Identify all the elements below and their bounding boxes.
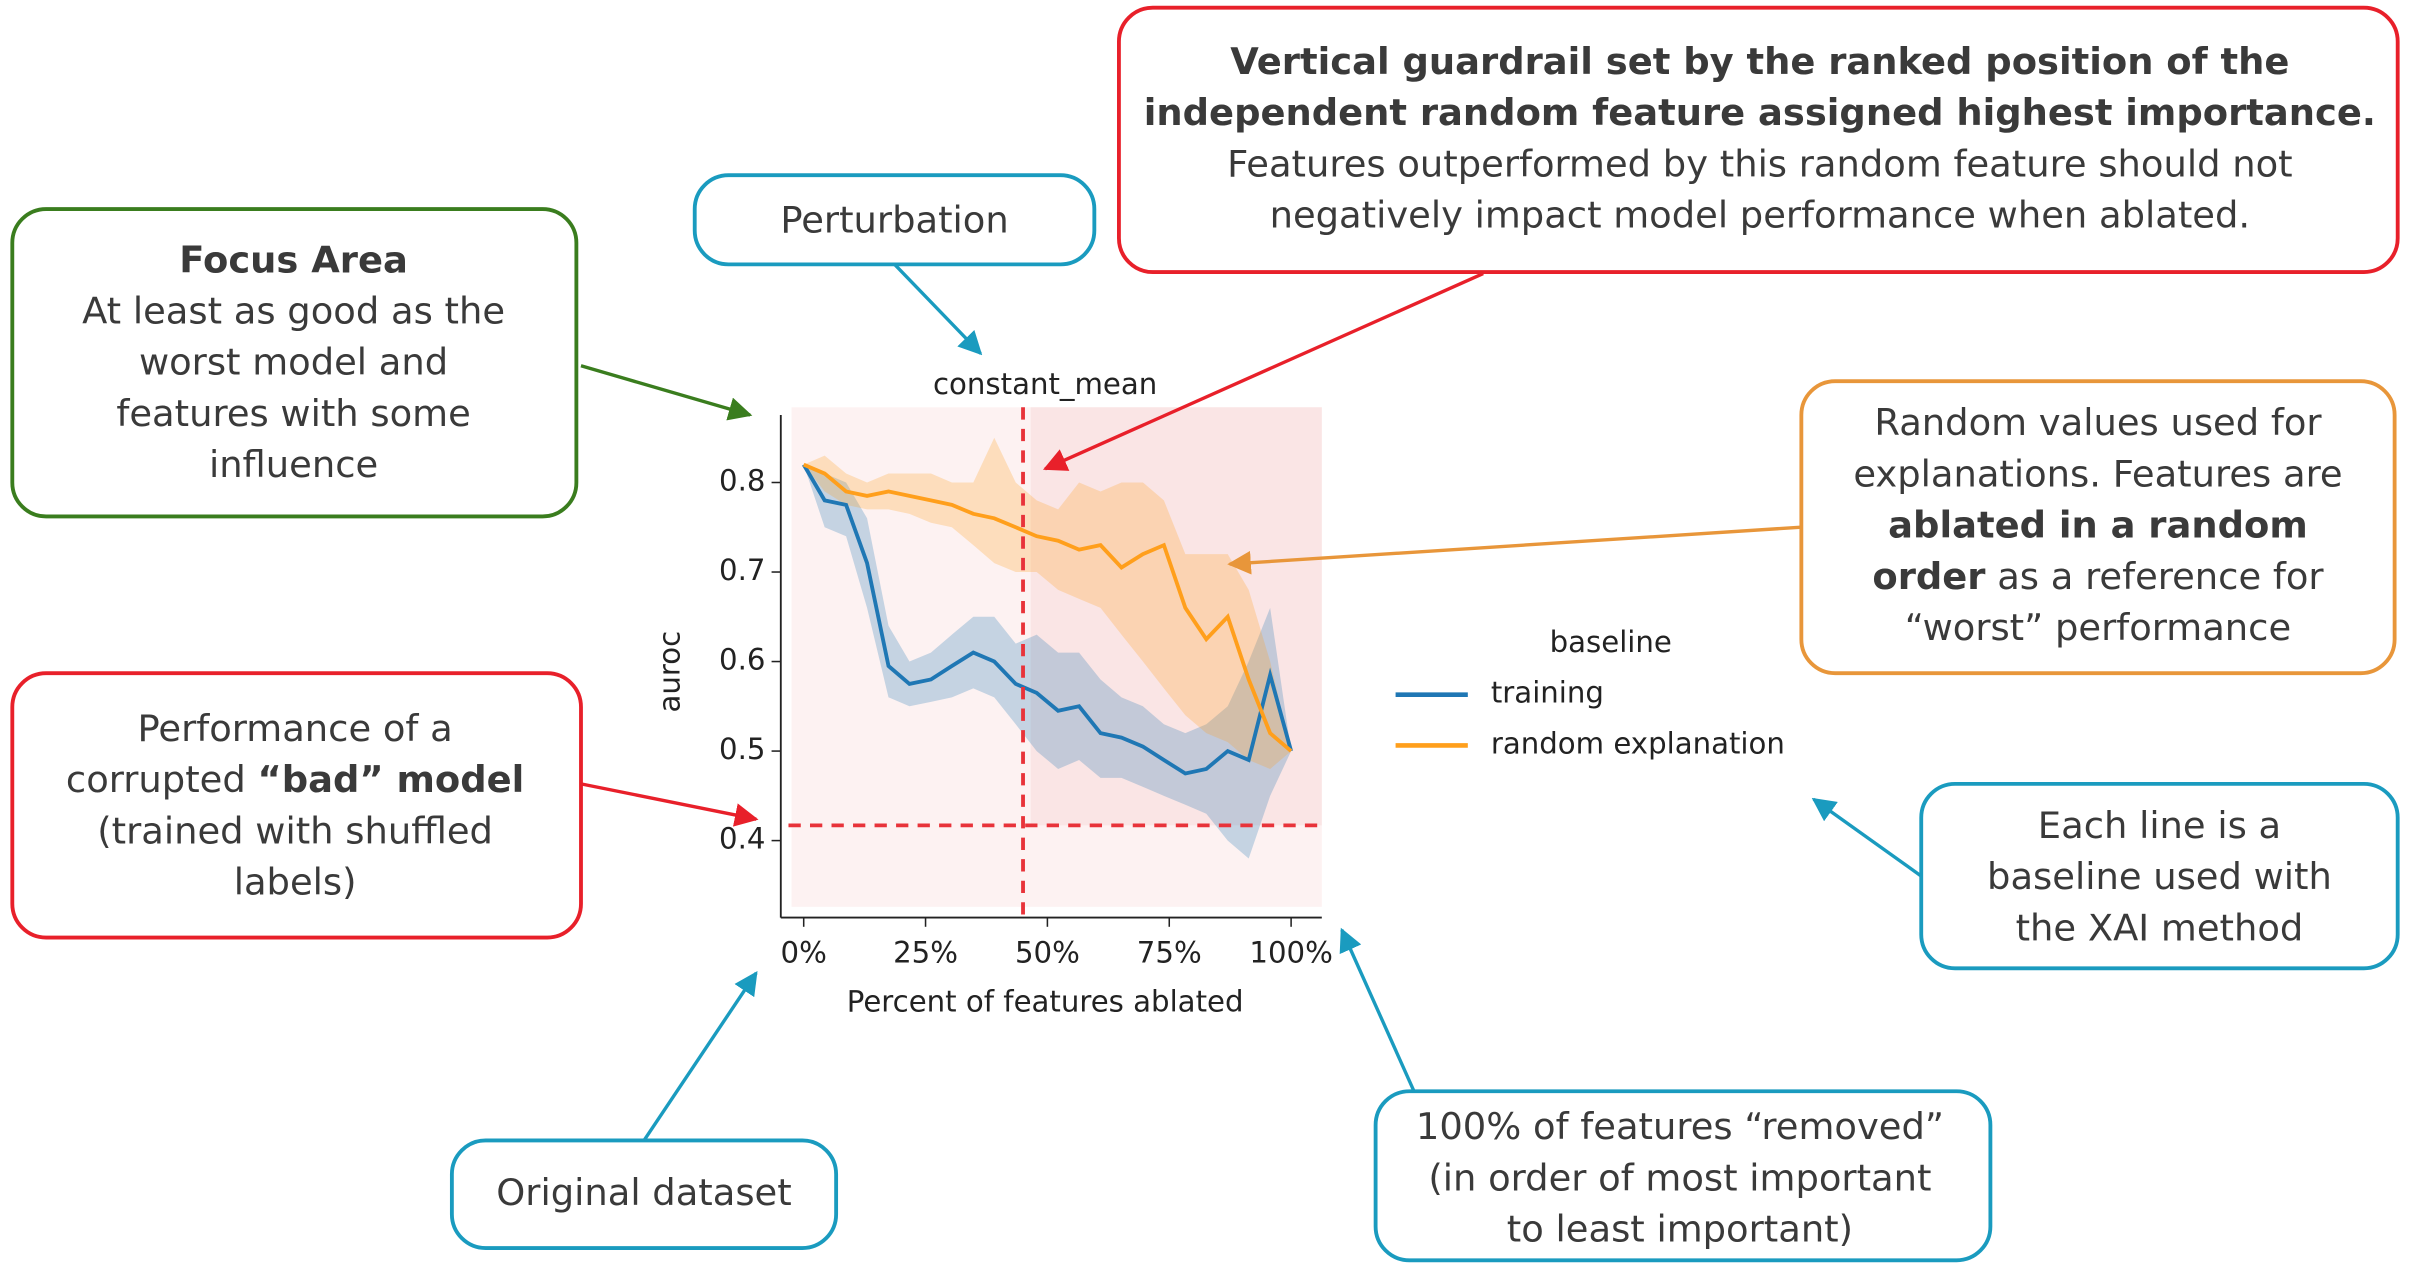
annotation-arrow — [1227, 525, 1802, 575]
legend-label: random explanation — [1491, 726, 1785, 760]
annotation-line: Random values used for — [1874, 401, 2322, 444]
annotation-line: (trained with shuffled — [97, 809, 493, 852]
annotation-line: Original dataset — [496, 1171, 791, 1214]
annotation-box — [10, 207, 579, 519]
annotation-arrow — [1339, 927, 1416, 1092]
annotation-line: the XAI method — [2016, 906, 2304, 949]
annotation-text: “worst” performance — [1905, 605, 2291, 648]
annotation-text: (in order of most important — [1428, 1156, 1931, 1199]
annotation-line: Each line is a — [2038, 803, 2281, 846]
x-tick-label: 50% — [1015, 935, 1080, 969]
annotation-text: as a reference for — [1986, 554, 2325, 597]
annotation-arrow — [580, 782, 759, 827]
annotation-text: corrupted — [66, 758, 258, 801]
legend-title: baseline — [1550, 625, 1672, 659]
annotation-arrow — [642, 970, 758, 1142]
annotation-text: Original dataset — [496, 1171, 791, 1214]
x-tick-label: 75% — [1137, 935, 1202, 969]
annotation-text: to least important) — [1507, 1207, 1853, 1250]
annotation-line: negatively impact model performance when… — [1270, 193, 2251, 236]
annotation: Vertical guardrail set by the ranked pos… — [1042, 5, 2400, 471]
annotation-line: ablated in a random — [1888, 503, 2308, 546]
annotation: Random values used for explanations. Feat… — [1227, 379, 2397, 676]
annotation: Performance of a corrupted “bad” model (tr… — [10, 671, 759, 940]
annotation-text: Performance of a — [137, 707, 452, 750]
annotation-text: Random values used for — [1874, 401, 2322, 444]
annotation-line: worst model and — [139, 340, 448, 383]
x-tick-label: 100% — [1249, 935, 1332, 969]
annotation-text: independent random feature assigned high… — [1144, 91, 2376, 134]
annotation-line: baseline used with — [1987, 855, 2332, 898]
series-line — [802, 463, 1293, 776]
annotation-text: Focus Area — [179, 238, 408, 281]
annotation-text: baseline used with — [1987, 855, 2332, 898]
annotation-line: Features outperformed by this random fea… — [1227, 142, 2293, 185]
annotation-line: 100% of features “removed” — [1416, 1105, 1944, 1148]
annotation-arrow — [580, 364, 753, 421]
annotation-line: At least as good as the — [82, 289, 505, 332]
y-tick-label: 0.7 — [719, 553, 765, 587]
y-tick-label: 0.6 — [719, 643, 765, 677]
annotation-line: Perturbation — [780, 198, 1008, 241]
annotation-line: Vertical guardrail set by the ranked pos… — [1230, 40, 2289, 83]
annotation-text: features with some — [116, 391, 470, 434]
annotation-arrow — [893, 263, 983, 356]
annotation-text: (trained with shuffled — [97, 809, 493, 852]
annotation-text: Features outperformed by this random fea… — [1227, 142, 2293, 185]
y-tick-label: 0.8 — [719, 463, 765, 497]
x-tick-label: 0% — [781, 935, 827, 969]
annotation-text: worst model and — [139, 340, 448, 383]
annotation-line: Focus Area — [179, 238, 408, 281]
annotation-box — [1373, 1089, 1993, 1263]
annotation-arrow — [1811, 797, 1923, 878]
annotation-line: explanations. Features are — [1853, 452, 2342, 495]
guardrail-shade — [1030, 407, 1322, 826]
annotation-text: At least as good as the — [82, 289, 505, 332]
annotation-text: labels) — [234, 860, 357, 903]
y-tick-label: 0.5 — [719, 732, 765, 766]
annotation-line: “worst” performance — [1905, 605, 2291, 648]
annotation-text: 100% of features “removed” — [1416, 1105, 1944, 1148]
annotation-line: (in order of most important — [1428, 1156, 1931, 1199]
annotation: Original dataset — [449, 970, 839, 1250]
x-axis-label: Percent of features ablated — [847, 985, 1244, 1019]
confidence-band — [803, 464, 1292, 859]
annotation-text: ablated in a random — [1888, 503, 2308, 546]
annotation-line: order as a reference for — [1872, 554, 2324, 597]
annotation-text: negatively impact model performance when… — [1270, 193, 2251, 236]
annotation-box — [1799, 379, 2397, 676]
annotation: Perturbation — [692, 173, 1097, 356]
y-tick-label: 0.4 — [719, 822, 765, 856]
chart-title: constant_mean — [933, 367, 1157, 401]
annotation-text: “bad” model — [257, 758, 524, 801]
annotation-line: Performance of a — [137, 707, 452, 750]
annotation-text: explanations. Features are — [1853, 452, 2342, 495]
annotation-text: influence — [209, 443, 378, 486]
annotation-line: corrupted “bad” model — [66, 758, 524, 801]
annotation-line: labels) — [234, 860, 357, 903]
annotation-text: order — [1872, 554, 1986, 597]
annotation-text: the XAI method — [2016, 906, 2304, 949]
annotation-text: Vertical guardrail set by the ranked pos… — [1230, 40, 2289, 83]
annotation-line: influence — [209, 443, 378, 486]
legend-label: training — [1491, 676, 1604, 710]
y-axis-label: auroc — [653, 631, 687, 713]
confidence-band — [803, 437, 1292, 769]
annotation-line: independent random feature assigned high… — [1144, 91, 2376, 134]
annotation: Focus Area At least as good as the worst m… — [10, 207, 753, 519]
annotation-text: Perturbation — [780, 198, 1008, 241]
annotation-box — [10, 671, 583, 940]
annotation: 100% of features “removed” (in order of m… — [1339, 927, 1993, 1263]
annotation-box — [1117, 5, 2400, 274]
annotation: Each line is a baseline used with the XAI … — [1811, 781, 2400, 971]
annotation-line: to least important) — [1507, 1207, 1853, 1250]
annotation-text: Each line is a — [2038, 803, 2281, 846]
annotation-line: features with some — [116, 391, 470, 434]
annotation-arrow — [1042, 272, 1484, 471]
x-tick-label: 25% — [893, 935, 958, 969]
series-line — [802, 462, 1293, 753]
